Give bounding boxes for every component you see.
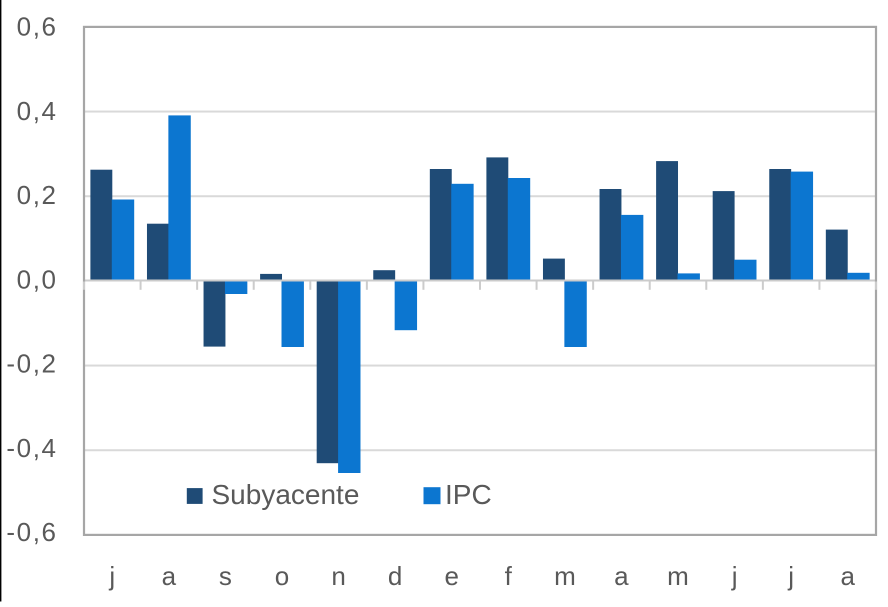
svg-text:d: d	[388, 561, 402, 591]
svg-text:f: f	[505, 561, 513, 591]
svg-text:j: j	[787, 561, 794, 591]
svg-text:j: j	[731, 561, 738, 591]
svg-text:s: s	[219, 561, 232, 591]
svg-text:n: n	[331, 561, 345, 591]
svg-text:m: m	[554, 561, 576, 591]
svg-text:0,0: 0,0	[17, 264, 58, 294]
svg-text:o: o	[275, 561, 289, 591]
svg-text:-0,2: -0,2	[6, 349, 57, 379]
svg-text:a: a	[162, 561, 177, 591]
svg-text:0,4: 0,4	[17, 96, 58, 126]
svg-text:-0,4: -0,4	[6, 433, 57, 463]
svg-text:m: m	[667, 561, 689, 591]
svg-text:j: j	[108, 561, 115, 591]
svg-text:a: a	[840, 561, 855, 591]
svg-text:a: a	[614, 561, 629, 591]
svg-text:Subyacente: Subyacente	[212, 479, 360, 510]
svg-text:-0,6: -0,6	[6, 517, 57, 547]
svg-text:e: e	[444, 561, 458, 591]
svg-text:0,6: 0,6	[17, 12, 58, 42]
svg-text:0,2: 0,2	[17, 180, 58, 210]
svg-text:IPC: IPC	[445, 479, 492, 510]
